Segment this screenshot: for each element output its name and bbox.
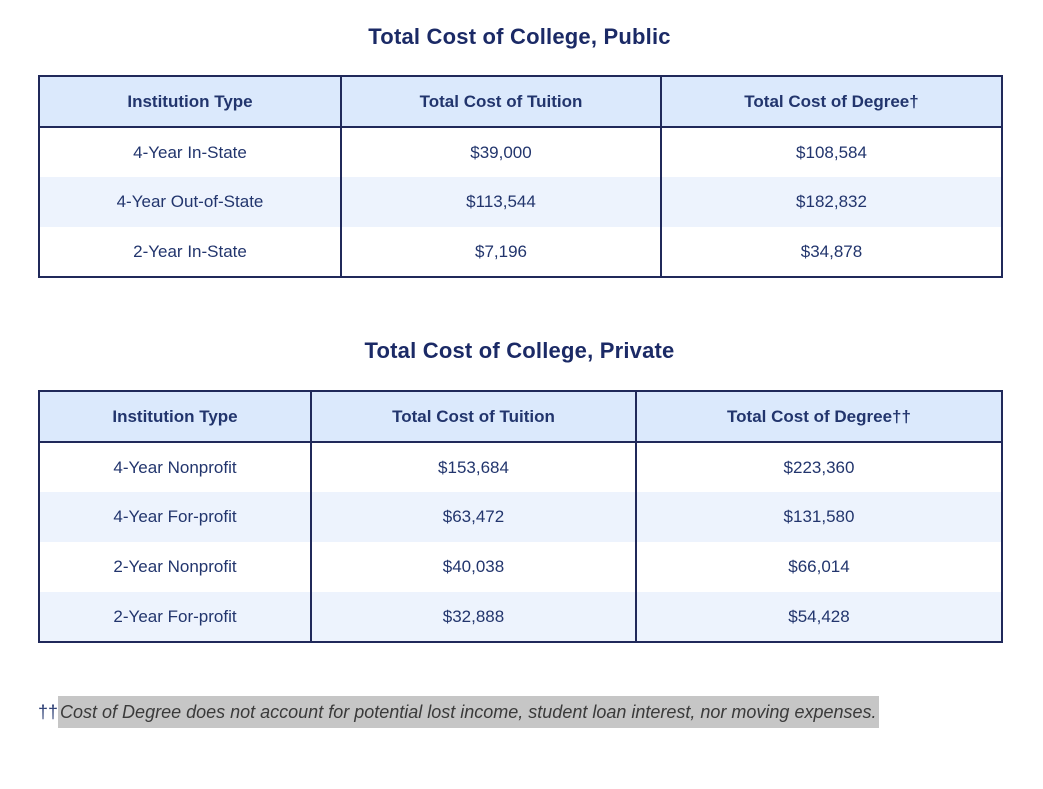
header-row: Institution Type Total Cost of Tuition Tot… [39, 76, 1002, 128]
column-header: Total Cost of Tuition [340, 76, 661, 128]
table-cell: 2-Year In-State [39, 227, 341, 277]
footnote-text: Cost of Degree does not account for pote… [58, 696, 879, 728]
table-cell: $108,584 [660, 127, 1002, 177]
table-cell: $54,428 [635, 592, 1002, 642]
footnote-marker: †† [38, 702, 59, 722]
table-cell: $131,580 [635, 492, 1002, 542]
column-header: Institution Type [39, 391, 311, 443]
table-cell: 4-Year Nonprofit [39, 442, 311, 492]
content-area: Total Cost of College, Public Institutio… [38, 24, 1003, 732]
table-cell: $63,472 [310, 492, 636, 542]
public-cost-table: Institution Type Total Cost of Tuition Tot… [38, 75, 1003, 278]
column-header: Total Cost of Degree†† [635, 391, 1002, 443]
private-table-body: 4-Year Nonprofit $153,684 $223,360 4-Year F… [39, 442, 1002, 642]
table-cell: 4-Year Out-of-State [39, 177, 341, 227]
table-row: 4-Year In-State $39,000 $108,584 [39, 127, 1002, 177]
table-cell: $223,360 [635, 442, 1002, 492]
column-header: Institution Type [39, 76, 341, 128]
footnote: †† Cost of Degree does not account for po… [38, 693, 938, 732]
table-cell: $7,196 [340, 227, 661, 277]
table-cell: $32,888 [310, 592, 636, 642]
table-row: 4-Year Out-of-State $113,544 $182,832 [39, 177, 1002, 227]
table-cell: $40,038 [310, 542, 636, 592]
table-row: 2-Year For-profit $32,888 $54,428 [39, 592, 1002, 642]
table-cell: $182,832 [660, 177, 1002, 227]
table-cell: 4-Year In-State [39, 127, 341, 177]
table-cell: 2-Year For-profit [39, 592, 311, 642]
public-table-header: Institution Type Total Cost of Tuition Tot… [39, 76, 1002, 128]
table-cell: $66,014 [635, 542, 1002, 592]
table-row: 4-Year Nonprofit $153,684 $223,360 [39, 442, 1002, 492]
table-cell: 4-Year For-profit [39, 492, 311, 542]
private-cost-table: Institution Type Total Cost of Tuition Tot… [38, 390, 1003, 643]
column-header: Total Cost of Degree† [660, 76, 1002, 128]
table-cell: $39,000 [340, 127, 661, 177]
table-row: 4-Year For-profit $63,472 $131,580 [39, 492, 1002, 542]
table-cell: 2-Year Nonprofit [39, 542, 311, 592]
public-table-body: 4-Year In-State $39,000 $108,584 4-Year Out… [39, 127, 1002, 277]
private-table-header: Institution Type Total Cost of Tuition Tot… [39, 391, 1002, 443]
column-header: Total Cost of Tuition [310, 391, 636, 443]
table-cell: $113,544 [340, 177, 661, 227]
private-table-title: Total Cost of College, Private [364, 338, 675, 363]
table-row: 2-Year Nonprofit $40,038 $66,014 [39, 542, 1002, 592]
header-row: Institution Type Total Cost of Tuition Tot… [39, 391, 1002, 443]
table-row: 2-Year In-State $7,196 $34,878 [39, 227, 1002, 277]
table-cell: $153,684 [310, 442, 636, 492]
public-table-title: Total Cost of College, Public [368, 24, 671, 49]
table-cell: $34,878 [660, 227, 1002, 277]
